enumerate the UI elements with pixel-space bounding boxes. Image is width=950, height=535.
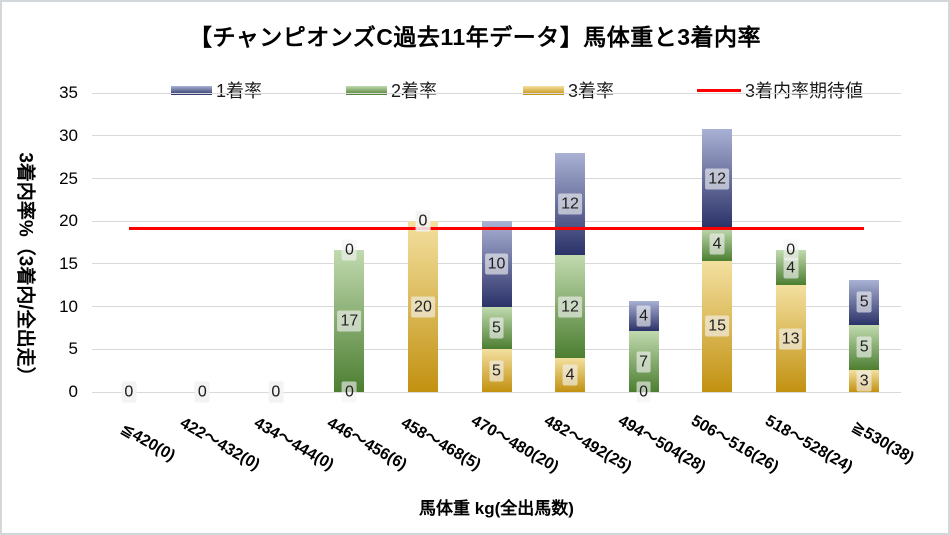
y-axis-tick-label: 10 bbox=[59, 296, 78, 316]
legend-swatch bbox=[171, 85, 212, 95]
y-axis-tick-label: 30 bbox=[59, 125, 78, 145]
data-label: 0 bbox=[783, 239, 799, 261]
data-label: 4 bbox=[783, 257, 799, 279]
data-label: 0 bbox=[268, 381, 284, 403]
y-axis-tick-label: 20 bbox=[59, 211, 78, 231]
data-label: 0 bbox=[121, 381, 137, 403]
data-label: 3 bbox=[856, 370, 872, 392]
legend-item-3着内率期待値: 3着内率期待値 bbox=[697, 78, 863, 102]
y-axis-tick-label: 25 bbox=[59, 168, 78, 188]
data-label: 10 bbox=[484, 253, 509, 275]
data-label: 0 bbox=[194, 381, 210, 403]
legend-item-3着率: 3着率 bbox=[523, 78, 614, 102]
data-label: 7 bbox=[636, 351, 652, 373]
y-axis-tick-label: 35 bbox=[59, 83, 78, 103]
data-label: 20 bbox=[411, 296, 435, 318]
x-axis-tick-label: ≦420(0) bbox=[117, 420, 178, 465]
legend-item-2着率: 2着率 bbox=[346, 78, 437, 102]
data-label: 12 bbox=[705, 168, 730, 190]
legend-item-1着率: 1着率 bbox=[171, 78, 262, 102]
data-label: 0 bbox=[636, 381, 652, 403]
legend-swatch bbox=[523, 85, 564, 95]
data-label: 15 bbox=[705, 315, 730, 337]
data-label: 5 bbox=[856, 291, 872, 313]
data-label: 5 bbox=[489, 360, 504, 382]
legend-line-swatch bbox=[697, 88, 741, 92]
chart-title: 【チャンピオンズC過去11年データ】馬体重と3着内率 bbox=[188, 24, 762, 50]
data-label: 0 bbox=[415, 210, 431, 232]
data-label: 17 bbox=[337, 310, 362, 332]
legend-label: 1着率 bbox=[216, 81, 263, 101]
legend-label: 3着内率期待値 bbox=[745, 81, 864, 101]
data-label: 12 bbox=[558, 193, 582, 215]
data-label: 13 bbox=[778, 328, 803, 350]
data-label: 4 bbox=[709, 233, 725, 255]
gridline bbox=[92, 178, 901, 180]
gridline bbox=[92, 391, 901, 393]
x-axis-tick-label: 422～432(0) bbox=[177, 414, 263, 474]
data-label: 5 bbox=[489, 317, 504, 339]
x-axis-tick-label: 446～456(6) bbox=[324, 414, 410, 474]
data-label: 5 bbox=[856, 336, 872, 358]
y-axis-tick-label: 15 bbox=[59, 253, 78, 273]
legend-label: 2着率 bbox=[391, 81, 438, 101]
legend-label: 3着率 bbox=[568, 81, 615, 101]
gridline bbox=[92, 92, 901, 94]
data-label: 0 bbox=[341, 239, 357, 261]
x-axis-tick-label: ≧530(38) bbox=[849, 417, 917, 467]
x-axis-tick-label: 434～444(0) bbox=[250, 414, 337, 474]
legend-swatch bbox=[346, 85, 387, 95]
data-label: 4 bbox=[636, 305, 652, 327]
expected-value-line bbox=[128, 226, 865, 230]
data-label: 12 bbox=[558, 296, 582, 318]
data-label: 4 bbox=[562, 364, 578, 386]
data-label: 0 bbox=[341, 381, 357, 403]
y-axis-tick-label: 5 bbox=[68, 339, 78, 359]
gridline bbox=[92, 135, 901, 137]
y-axis-tick-label: 0 bbox=[68, 382, 78, 401]
x-axis-title: 馬体重 kg(全出馬数) bbox=[419, 499, 574, 518]
